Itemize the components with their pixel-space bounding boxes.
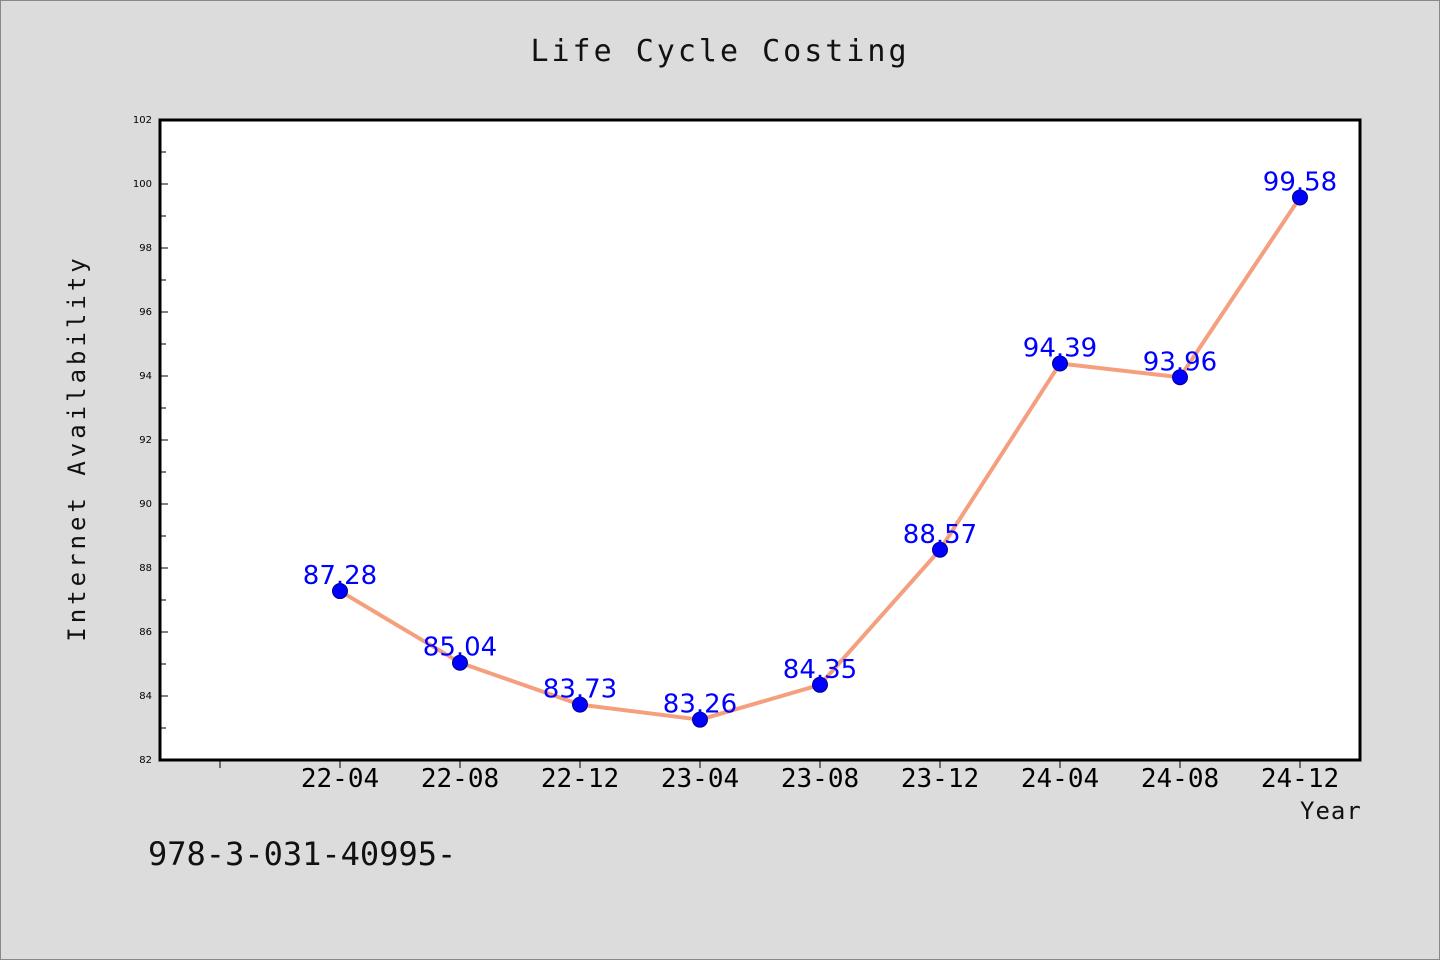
data-value-label: 94.39 xyxy=(1023,334,1097,364)
plot-area xyxy=(158,118,1362,762)
x-tick-label: 22-04 xyxy=(301,764,379,794)
y-tick-label: 90 xyxy=(139,499,152,510)
x-axis-label: Year xyxy=(1300,797,1362,825)
data-point-marker xyxy=(812,676,828,693)
x-tick-label: 23-04 xyxy=(661,764,739,794)
x-axis-ticks: 22-04 22-08 22-12 23-04 23-08 23-12 24-04 24-08… xyxy=(219,760,1339,794)
y-tick-label: 84 xyxy=(139,691,152,702)
data-value-label: 93.96 xyxy=(1143,347,1217,377)
y-tick-label: 88 xyxy=(139,563,152,574)
x-tick-label: 24-08 xyxy=(1141,764,1219,794)
data-point-marker xyxy=(1052,355,1068,372)
x-tick-label: 22-08 xyxy=(421,764,499,794)
data-value-label: 84.35 xyxy=(783,655,857,685)
data-value-label: 88.57 xyxy=(903,520,977,550)
x-tick-label: 24-04 xyxy=(1021,764,1099,794)
x-tick-label: 23-08 xyxy=(781,764,859,794)
data-point-marker xyxy=(932,541,948,558)
data-value-label: 83.73 xyxy=(543,675,617,705)
y-tick-label: 94 xyxy=(139,371,152,382)
data-value-label: 83.26 xyxy=(663,690,737,720)
data-point-marker xyxy=(452,654,468,671)
y-tick-label: 86 xyxy=(139,627,152,638)
y-tick-label: 102 xyxy=(133,115,152,126)
data-point-marker xyxy=(1292,189,1308,206)
y-tick-label: 100 xyxy=(133,179,152,190)
y-tick-label: 92 xyxy=(139,435,152,446)
data-value-label: 87.28 xyxy=(303,561,377,591)
data-markers xyxy=(332,189,1308,728)
x-tick-label: 23-12 xyxy=(901,764,979,794)
data-point-marker xyxy=(332,583,348,600)
y-axis-ticks: 82 84 86 88 90 92 94 96 98 100 102 xyxy=(133,115,168,766)
x-tick-label: 24-12 xyxy=(1261,764,1339,794)
data-labels: 87.28 85.04 83.73 83.26 84.35 88.57 94.39 93.96… xyxy=(303,167,1337,719)
data-value-label: 85.04 xyxy=(423,633,497,663)
y-tick-label: 98 xyxy=(139,243,152,254)
data-point-marker xyxy=(1172,369,1188,386)
x-tick-label: 22-12 xyxy=(541,764,619,794)
y-tick-label: 96 xyxy=(139,307,152,318)
data-value-label: 99.58 xyxy=(1263,167,1337,197)
y-tick-label: 82 xyxy=(139,755,152,766)
data-point-marker xyxy=(572,696,588,713)
chart-title: Life Cycle Costing xyxy=(530,34,910,69)
footer-code: 978-3-031-40995- xyxy=(148,835,457,873)
data-point-marker xyxy=(692,711,708,728)
